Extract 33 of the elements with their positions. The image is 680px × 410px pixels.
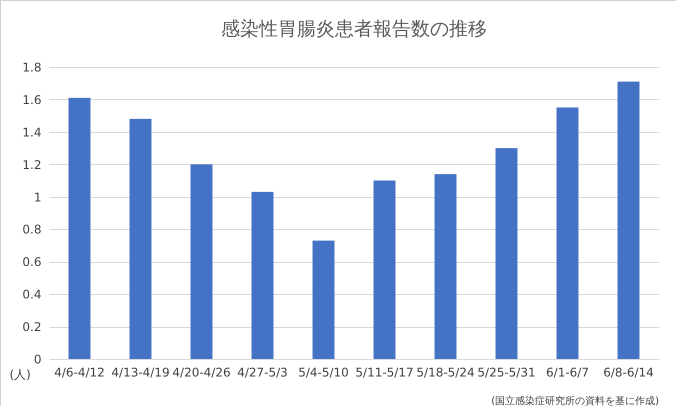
x-tick-label: 5/4-5/10 (298, 366, 349, 380)
bar (252, 192, 274, 359)
x-tick-label: 5/25-5/31 (477, 366, 536, 380)
y-tick-label: 0.4 (22, 288, 42, 302)
y-tick-label: 0.2 (22, 320, 42, 334)
y-tick-label: 1.2 (22, 158, 42, 172)
y-tick-label: 0 (34, 352, 42, 366)
x-tick-label: 4/27-5/3 (237, 366, 288, 380)
x-tick-label: 6/1-6/7 (546, 366, 589, 380)
y-tick-label: 1.8 (22, 60, 42, 74)
x-tick-label: 4/20-4/26 (172, 366, 231, 380)
y-tick-label: 1.4 (22, 125, 42, 140)
y-tick-label: 0.6 (22, 255, 42, 270)
y-tick-label: 0.8 (22, 222, 42, 237)
x-tick-label: 5/11-5/17 (355, 366, 414, 380)
y-tick-label: 1.6 (22, 92, 42, 107)
bar (374, 180, 396, 359)
bar (496, 148, 518, 359)
bar (190, 164, 212, 359)
y-axis-title: (人) (10, 368, 31, 382)
x-tick-label: 4/6-4/12 (54, 366, 105, 380)
chart-title: 感染性胃腸炎患者報告数の推移 (221, 18, 487, 40)
bar (618, 82, 640, 359)
bar (312, 240, 334, 359)
y-tick-label: 1 (34, 190, 42, 204)
bar (68, 98, 90, 359)
bar (556, 108, 578, 359)
text: (国立感染症研究所の資料を基に作成) (491, 395, 660, 407)
bar (434, 174, 456, 359)
x-tick-label: 4/13-4/19 (111, 366, 170, 380)
x-tick-label: 6/8-6/14 (603, 366, 654, 380)
bar (130, 118, 152, 359)
x-tick-label: 5/18-5/24 (416, 366, 475, 380)
